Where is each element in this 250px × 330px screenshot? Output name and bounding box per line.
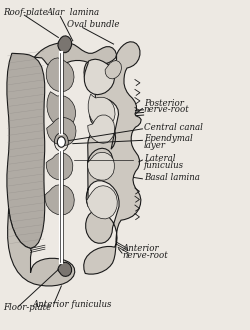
Circle shape xyxy=(58,137,65,147)
Text: Central canal: Central canal xyxy=(144,122,203,132)
Text: layer: layer xyxy=(144,141,166,150)
Text: nerve-root: nerve-root xyxy=(144,105,190,115)
Text: Anterior funiculus: Anterior funiculus xyxy=(33,300,112,309)
Polygon shape xyxy=(84,59,114,95)
Polygon shape xyxy=(84,42,141,274)
Polygon shape xyxy=(105,60,122,79)
Text: Lateral: Lateral xyxy=(144,154,175,163)
Polygon shape xyxy=(88,115,115,143)
Polygon shape xyxy=(46,153,73,180)
Polygon shape xyxy=(88,94,115,127)
Text: Oval bundle: Oval bundle xyxy=(66,20,119,29)
Polygon shape xyxy=(34,43,116,68)
Text: Anterior: Anterior xyxy=(122,244,159,253)
Polygon shape xyxy=(8,208,75,286)
Text: Ependymal: Ependymal xyxy=(144,134,192,143)
Text: Basal lamina: Basal lamina xyxy=(144,173,200,182)
Polygon shape xyxy=(45,185,74,215)
Text: Roof-plate: Roof-plate xyxy=(3,9,48,17)
Polygon shape xyxy=(47,92,76,127)
Polygon shape xyxy=(87,186,117,219)
Polygon shape xyxy=(58,262,71,277)
Polygon shape xyxy=(47,117,76,146)
Polygon shape xyxy=(88,152,114,180)
Polygon shape xyxy=(58,36,71,52)
Text: Floor-plate: Floor-plate xyxy=(3,303,51,312)
Polygon shape xyxy=(7,53,45,248)
Text: funiculus: funiculus xyxy=(144,161,184,170)
Text: Alar  lamina: Alar lamina xyxy=(47,9,100,17)
Text: Posterior: Posterior xyxy=(144,99,184,108)
Text: nerve-root: nerve-root xyxy=(122,251,168,260)
Polygon shape xyxy=(46,58,74,92)
